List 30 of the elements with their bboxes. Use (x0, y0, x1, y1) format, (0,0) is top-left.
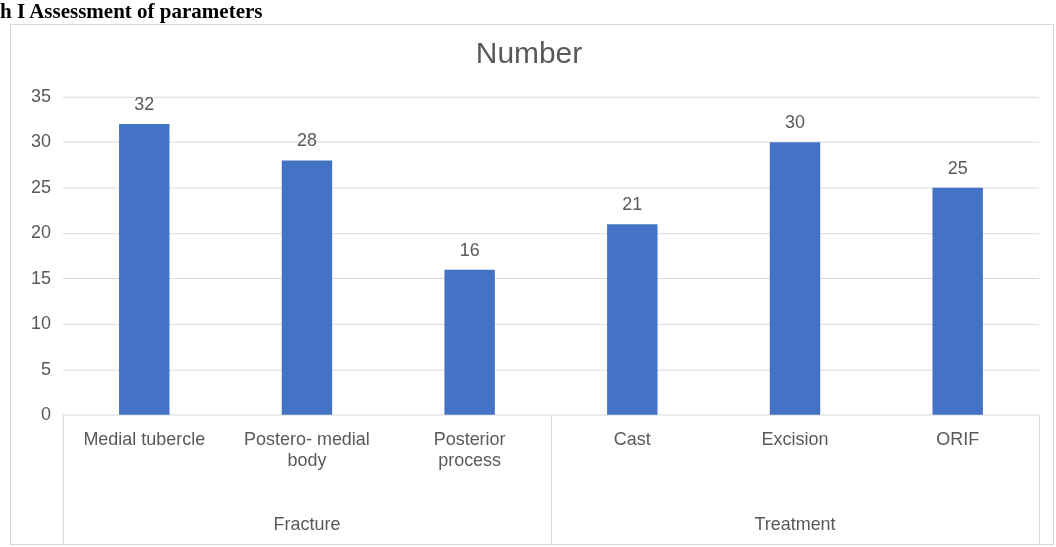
y-tick-label: 25 (30, 176, 51, 197)
data-label: 21 (622, 194, 643, 215)
y-tick-label: 0 (40, 404, 51, 425)
bar (932, 187, 983, 415)
data-label: 30 (785, 112, 806, 133)
bar (444, 269, 495, 415)
text: Treatment (754, 514, 836, 535)
bar (769, 142, 821, 415)
bar (607, 224, 658, 415)
data-label: 28 (296, 130, 317, 151)
x-tick-label: Cast (613, 428, 651, 449)
x-tick-label: ORIF (936, 428, 980, 449)
y-tick-label: 30 (30, 131, 51, 152)
x-tick-label: Postero- medial body (244, 428, 370, 471)
data-label: 32 (134, 94, 155, 115)
x-tick-label: Medial tubercle (83, 428, 206, 449)
y-tick-label: 10 (30, 313, 51, 334)
x-tick-label: Posterior process (433, 428, 506, 471)
bar (119, 124, 170, 415)
text: Fracture (273, 514, 341, 535)
chart-title: Number (475, 36, 583, 70)
y-tick-label: 15 (30, 267, 51, 288)
bar (281, 160, 333, 415)
y-tick-label: 20 (30, 222, 51, 243)
data-label: 25 (947, 157, 968, 178)
text: h I Assessment of parameters (0, 0, 263, 23)
y-tick-label: 5 (40, 358, 51, 379)
y-tick-label: 35 (30, 85, 51, 106)
data-label: 16 (459, 239, 480, 260)
x-tick-label: Excision (761, 428, 829, 449)
